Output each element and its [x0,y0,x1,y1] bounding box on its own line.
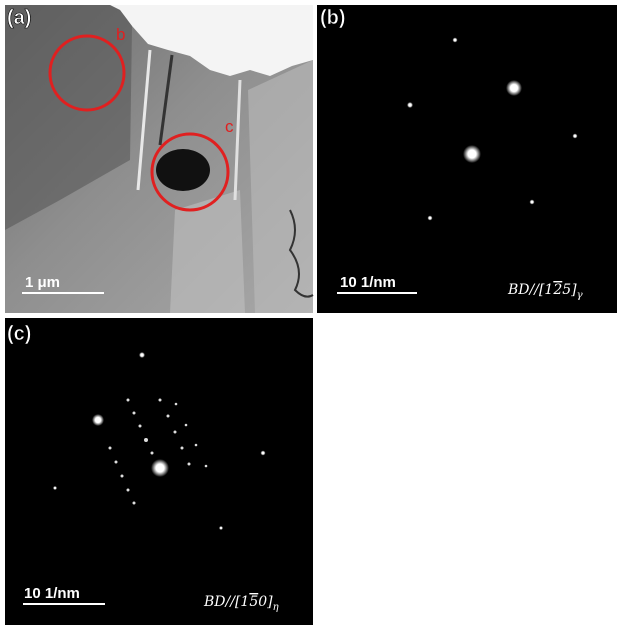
figure: b c 1 μm (a) 10 1/nm BD//[125]γ (b) [0,0,622,629]
panel-label: (c) [7,323,31,345]
scale-bar-label: 1 μm [25,274,60,291]
image-region [248,60,313,313]
zone-suffix: 5] [562,282,577,298]
image-feature [156,149,210,191]
diffraction-spot [261,451,266,456]
diffraction-spot [428,216,433,221]
zone-suffix: 0] [258,594,273,610]
zone-subscript: η [273,602,279,613]
diffraction-spot [453,38,458,43]
panel-c: 10 1/nm BD//[150]η (c) [5,318,313,625]
zone-bar: 2 [552,282,562,298]
zone-prefix: BD//[1 [507,282,553,298]
zone-bar: 5 [249,594,258,610]
diffraction-spot [92,414,104,426]
panel-a: b c 1 μm (a) [5,5,313,313]
zone-subscript: γ [577,290,583,301]
diffraction-spot [530,200,535,205]
diffraction-spot [407,102,413,108]
panel-label: (a) [7,7,31,29]
panel-label: (b) [320,7,346,29]
diffraction-spot [506,80,522,96]
diffraction-spot [53,486,57,490]
diffraction-spot [151,459,169,477]
panel-b: 10 1/nm BD//[125]γ (b) [317,5,617,313]
zone-prefix: BD//[1 [203,594,249,610]
diffraction-spot [463,145,481,163]
diffraction-spot [219,526,223,530]
scale-bar-label: 10 1/nm [340,274,396,291]
diffraction-spot [139,352,145,358]
diffraction-spot [573,134,578,139]
marker-label: b [116,25,125,44]
scale-bar-label: 10 1/nm [24,585,80,602]
marker-label: c [225,117,234,136]
